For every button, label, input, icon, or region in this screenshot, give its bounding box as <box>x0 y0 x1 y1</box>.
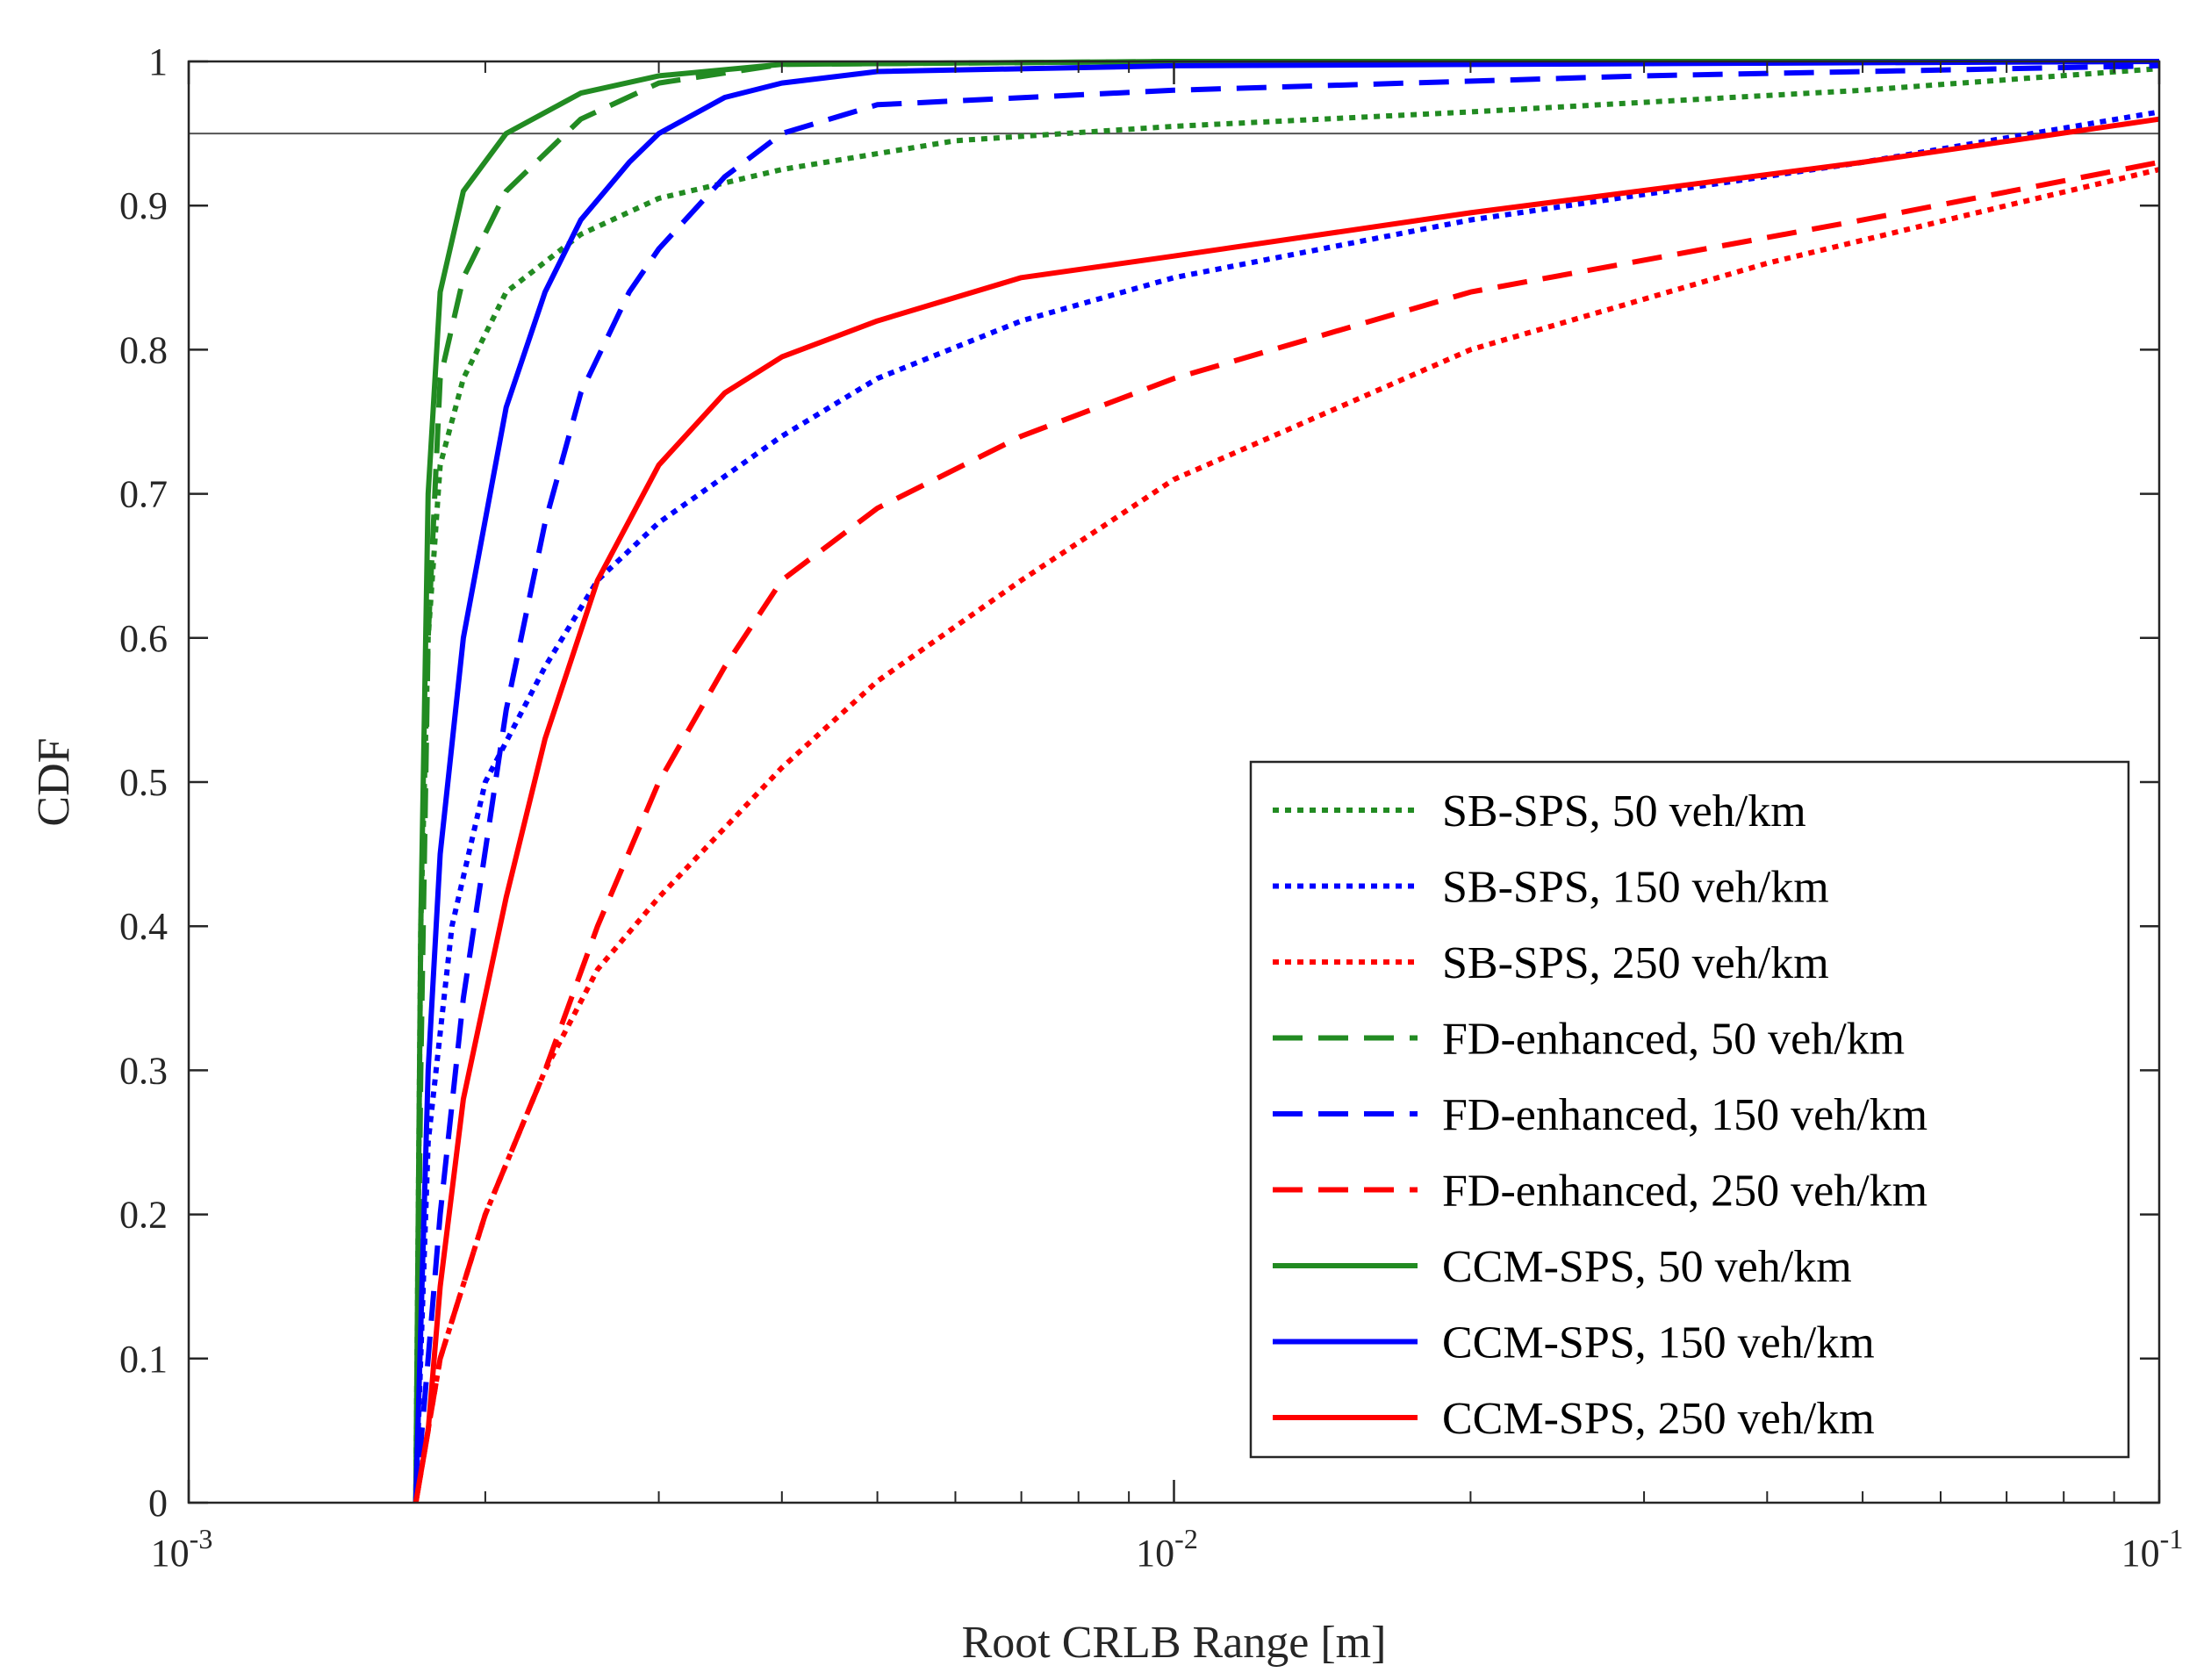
y-tick-label: 0.3 <box>119 1049 168 1092</box>
legend-label: FD-enhanced, 250 veh/km <box>1442 1167 1927 1217</box>
y-tick-label: 0.7 <box>119 473 168 516</box>
series-line <box>413 59 2159 1504</box>
series-line <box>413 59 2160 1504</box>
y-tick-label: 0 <box>148 1482 168 1525</box>
tick-layer <box>187 60 2161 1504</box>
legend-label: CCM-SPS, 150 veh/km <box>1442 1318 1875 1368</box>
y-tick-label: 0.1 <box>119 1338 168 1381</box>
y-tick-label: 0.5 <box>119 761 168 804</box>
series-line <box>413 59 2159 1504</box>
x-tick-label: 10-2 <box>1136 1523 1198 1575</box>
x-axis-title: Root CRLB Range [m] <box>962 1618 1387 1668</box>
legend-label: SB-SPS, 50 veh/km <box>1442 786 1806 836</box>
y-tick-label: 0.2 <box>119 1194 168 1237</box>
y-axis-title: CDF <box>29 737 79 826</box>
y-tick-label: 0.4 <box>119 905 168 948</box>
series-line <box>413 159 2160 1504</box>
y-tick-label: 1 <box>148 40 168 83</box>
legend-label: FD-enhanced, 150 veh/km <box>1442 1090 1927 1140</box>
x-tick-label: 10-1 <box>2121 1523 2184 1575</box>
legend-label: SB-SPS, 250 veh/km <box>1442 938 1829 988</box>
legend: SB-SPS, 50 veh/km SB-SPS, 150 veh/km SB-SP… <box>1249 760 2130 1459</box>
series-layer <box>413 59 2160 1504</box>
legend-label: SB-SPS, 150 veh/km <box>1442 863 1829 913</box>
y-tick-label: 0.6 <box>119 617 168 660</box>
y-tick-label: 0.9 <box>119 184 168 227</box>
series-line <box>413 62 2160 1504</box>
legend-label: CCM-SPS, 250 veh/km <box>1442 1394 1875 1444</box>
series-line <box>413 109 2160 1504</box>
series-line <box>413 116 2160 1504</box>
legend-label: FD-enhanced, 50 veh/km <box>1442 1015 1905 1065</box>
y-tick-label: 0.8 <box>119 328 168 371</box>
legend-label: CCM-SPS, 50 veh/km <box>1442 1242 1852 1292</box>
